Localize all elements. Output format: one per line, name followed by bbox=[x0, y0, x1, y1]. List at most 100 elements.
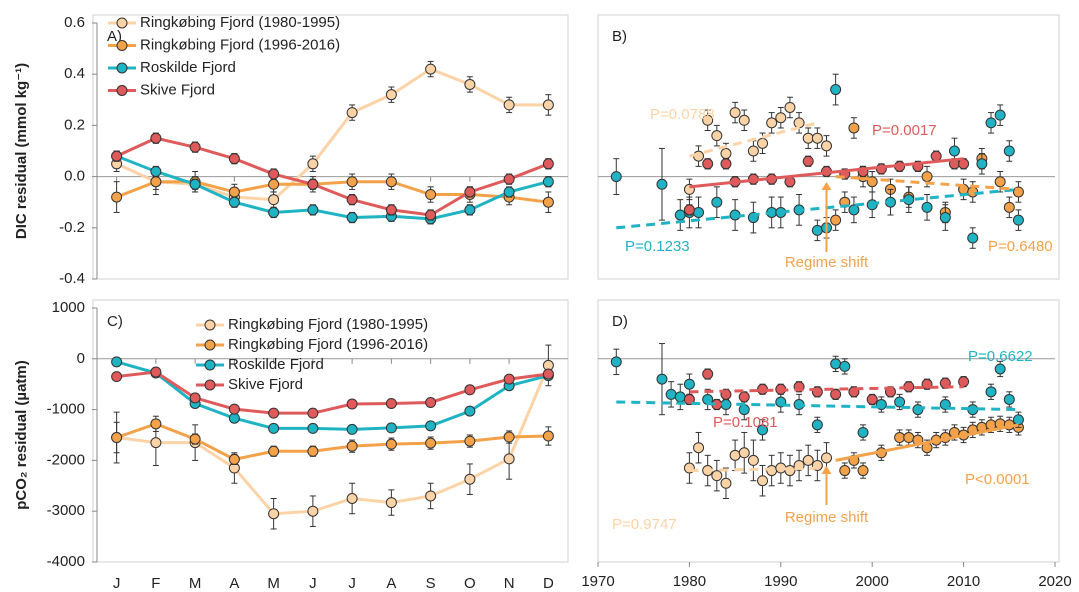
series bbox=[111, 132, 554, 221]
panel-label: B) bbox=[612, 28, 627, 45]
data-point bbox=[268, 508, 280, 520]
legend-marker bbox=[204, 319, 216, 331]
data-point bbox=[848, 204, 860, 216]
x-tick-label: A bbox=[386, 575, 396, 592]
arrow-head bbox=[821, 182, 832, 190]
data-point bbox=[385, 497, 397, 509]
data-point bbox=[747, 454, 759, 466]
data-point bbox=[976, 158, 988, 170]
data-point bbox=[866, 393, 878, 405]
data-point bbox=[307, 407, 319, 419]
trend-line bbox=[689, 385, 964, 394]
y-tick-label: 0 bbox=[77, 350, 85, 367]
legend-marker bbox=[204, 359, 216, 371]
data-point bbox=[729, 449, 741, 461]
data-point bbox=[693, 206, 705, 218]
data-point bbox=[775, 112, 787, 124]
data-point bbox=[307, 204, 319, 216]
data-point bbox=[729, 107, 741, 119]
x-tick-label: A bbox=[229, 575, 239, 592]
trend-line bbox=[616, 400, 1019, 412]
data-point bbox=[385, 422, 397, 434]
data-point bbox=[503, 431, 515, 443]
data-point bbox=[821, 140, 832, 152]
series bbox=[610, 343, 1024, 441]
data-point bbox=[385, 176, 397, 188]
series-line bbox=[116, 360, 549, 431]
data-point bbox=[720, 148, 732, 160]
data-point bbox=[111, 371, 123, 383]
legend-label: Ringkøbing Fjord (1996-2016) bbox=[228, 336, 428, 353]
data-point bbox=[821, 452, 832, 464]
data-point bbox=[385, 398, 397, 410]
regime-shift-label: Regime shift bbox=[785, 509, 869, 526]
x-tick-label: 1970 bbox=[581, 573, 614, 590]
data-point bbox=[610, 171, 622, 183]
series-line bbox=[116, 370, 549, 415]
series-line bbox=[116, 364, 550, 516]
data-point bbox=[346, 194, 358, 206]
data-point bbox=[994, 176, 1006, 188]
data-point bbox=[903, 432, 915, 444]
data-point bbox=[711, 130, 723, 142]
data-point bbox=[189, 141, 201, 153]
trend-p-value: P=0.6480 bbox=[988, 238, 1053, 255]
data-point bbox=[346, 212, 358, 224]
x-tick-label: O bbox=[464, 575, 476, 592]
data-point bbox=[228, 412, 240, 424]
y-tick-label: -3000 bbox=[47, 502, 85, 519]
data-point bbox=[268, 422, 280, 434]
legend-label: Ringkøbing Fjord (1980-1995) bbox=[140, 14, 340, 31]
data-point bbox=[268, 168, 280, 180]
data-point bbox=[939, 212, 951, 224]
data-point bbox=[228, 403, 240, 415]
data-point bbox=[921, 171, 933, 183]
y-axis-label: DIC residual (mmol kg⁻¹) bbox=[13, 63, 30, 239]
data-point bbox=[1003, 145, 1015, 157]
data-point bbox=[464, 473, 476, 485]
data-point bbox=[346, 493, 358, 504]
data-point bbox=[268, 194, 280, 206]
x-tick-label: M bbox=[189, 575, 202, 592]
data-point bbox=[307, 505, 319, 517]
x-tick-label: N bbox=[504, 575, 515, 592]
y-tick-label: -0.2 bbox=[59, 219, 85, 236]
data-point bbox=[228, 453, 240, 465]
data-point bbox=[503, 453, 515, 465]
data-point bbox=[542, 158, 554, 170]
data-point bbox=[757, 424, 769, 436]
y-tick-label: -4000 bbox=[47, 553, 85, 570]
trend-p-value: P=0.0017 bbox=[872, 122, 937, 139]
data-point bbox=[503, 373, 515, 385]
regime-shift-label: Regime shift bbox=[785, 254, 869, 271]
data-point bbox=[425, 189, 437, 201]
x-tick-label: M bbox=[267, 575, 280, 592]
data-point bbox=[464, 186, 476, 198]
data-point bbox=[857, 426, 869, 438]
data-point bbox=[425, 437, 437, 449]
panel-label: D) bbox=[612, 313, 628, 330]
x-tick-label: 1980 bbox=[673, 573, 706, 590]
data-point bbox=[464, 78, 476, 90]
data-point bbox=[830, 358, 842, 370]
series bbox=[111, 344, 554, 530]
data-point bbox=[111, 191, 123, 203]
data-point bbox=[385, 438, 397, 450]
panel-label: A) bbox=[107, 28, 122, 45]
data-point bbox=[985, 386, 997, 398]
data-point bbox=[503, 186, 515, 198]
data-point bbox=[150, 165, 162, 177]
data-point bbox=[346, 107, 358, 119]
trend-p-value: P=0.1233 bbox=[625, 238, 690, 255]
legend-marker bbox=[116, 17, 128, 29]
data-point bbox=[189, 392, 201, 404]
trend-p-value: P=0.9747 bbox=[612, 516, 677, 533]
data-point bbox=[811, 224, 823, 236]
data-point bbox=[268, 407, 280, 419]
legend-marker bbox=[116, 85, 128, 96]
data-point bbox=[150, 437, 162, 449]
series-line bbox=[116, 422, 549, 461]
legend-label: Ringkøbing Fjord (1996-2016) bbox=[140, 36, 340, 53]
y-axis-label: pCO₂ residual (µatm) bbox=[13, 360, 30, 510]
trend-p-value: P=0.1081 bbox=[713, 414, 778, 431]
